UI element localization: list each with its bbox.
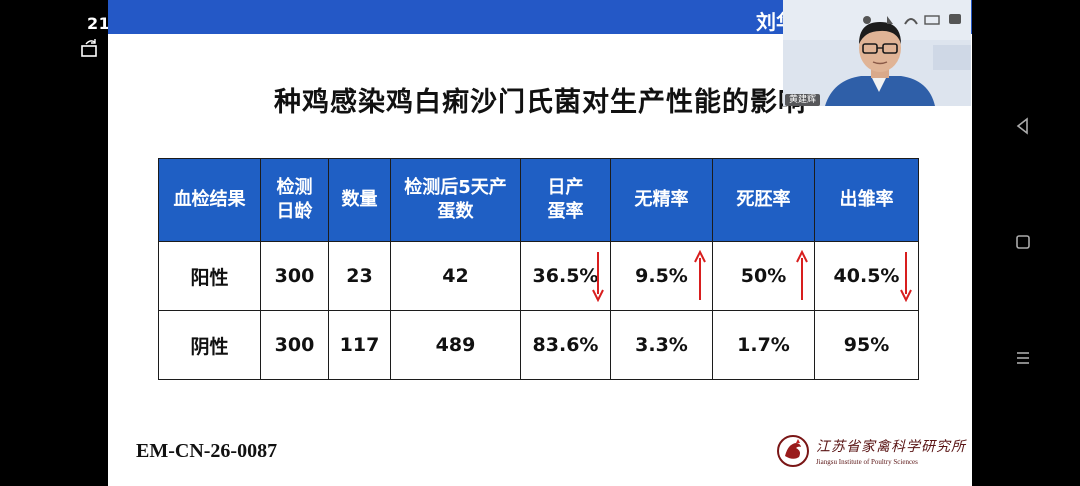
video-status-bar [783,0,971,30]
cell-value: 23 [346,265,373,287]
cell-value: 3.3% [635,334,688,356]
column-header: 死胚率 [712,158,815,242]
cell-value: 300 [274,265,315,287]
table-cell: 95% [814,310,919,380]
table-cell: 117 [328,310,391,380]
menu-icon[interactable] [1014,349,1032,367]
home-icon[interactable] [1014,233,1032,251]
table-cell: 40.5% [814,241,919,311]
cell-value: 36.5% [532,265,599,287]
column-header: 数量 [328,158,391,242]
cell-value: 50% [740,265,787,287]
cell-value: 1.7% [737,334,790,356]
table-cell: 300 [260,241,329,311]
table-header-row: 血检结果 检测 日龄 数量 检测后5天产 蛋数 日产 蛋率 无精率 死胚率 出雏… [158,158,919,242]
table-cell: 23 [328,241,391,311]
table-cell: 9.5% [610,241,713,311]
column-header: 日产 蛋率 [520,158,611,242]
cell-value: 300 [274,334,315,356]
table-cell: 300 [260,310,329,380]
table-cell: 50% [712,241,815,311]
arrow-up-icon [796,250,808,300]
results-table: 血检结果 检测 日龄 数量 检测后5天产 蛋数 日产 蛋率 无精率 死胚率 出雏… [158,158,919,380]
table-cell: 489 [390,310,521,380]
cell-value: 40.5% [833,265,900,287]
column-header: 无精率 [610,158,713,242]
header-line: 日产 蛋率 [547,177,584,222]
arrow-down-icon [592,252,604,302]
table-cell: 83.6% [520,310,611,380]
system-navigation-bar [972,0,1080,486]
institute-logo: 江苏省家禽科学研究所 Jiangsu Institute of Poultry … [776,432,965,474]
participant-name: 黄建辉 [785,94,821,106]
cell-value: 9.5% [635,265,688,287]
rotate-screen-icon[interactable] [80,38,100,58]
table-row: 阴性 300 117 489 83.6% 3.3% 1.7% 95% [158,310,919,380]
arrow-down-icon [900,252,912,302]
table-cell: 1.7% [712,310,815,380]
cell-value: 42 [442,265,469,287]
participant-video[interactable]: 黄建辉 [783,0,971,106]
video-status-icons [863,14,961,25]
header-line: 检测 日龄 [276,177,313,222]
presentation-slide: 刘华 种鸡感染鸡白痢沙门氏菌对生产性能的影响 血检结果 检测 日龄 数量 检测后… [108,0,972,486]
slide-title: 种鸡感染鸡白痢沙门氏菌对生产性能的影响 [274,87,806,118]
table-row: 阳性 300 23 42 36.5% 9.5% 50% 40.5% [158,241,919,311]
header-line: 检测后5天产 蛋数 [404,177,507,222]
institute-name-en: Jiangsu Institute of Poultry Sciences [816,458,918,466]
column-header: 检测后5天产 蛋数 [390,158,521,242]
cell-value: 阳性 [190,266,229,289]
column-header: 出雏率 [814,158,919,242]
cell-value: 95% [843,334,890,356]
back-icon[interactable] [1014,117,1032,135]
cell-value: 阴性 [190,335,229,358]
rooster-seal-icon [777,435,809,467]
document-code: EM-CN-26-0087 [136,440,278,462]
cell-value: 117 [339,334,380,356]
cell-value: 489 [435,334,476,356]
table-cell: 36.5% [520,241,611,311]
table-cell: 阴性 [158,310,261,380]
table-cell: 阳性 [158,241,261,311]
arrow-up-icon [694,250,706,300]
cell-value: 83.6% [532,334,599,356]
column-header: 血检结果 [158,158,261,242]
institute-name-cn: 江苏省家禽科学研究所 [816,439,966,455]
table-cell: 3.3% [610,310,713,380]
table-cell: 42 [390,241,521,311]
column-header: 检测 日龄 [260,158,329,242]
